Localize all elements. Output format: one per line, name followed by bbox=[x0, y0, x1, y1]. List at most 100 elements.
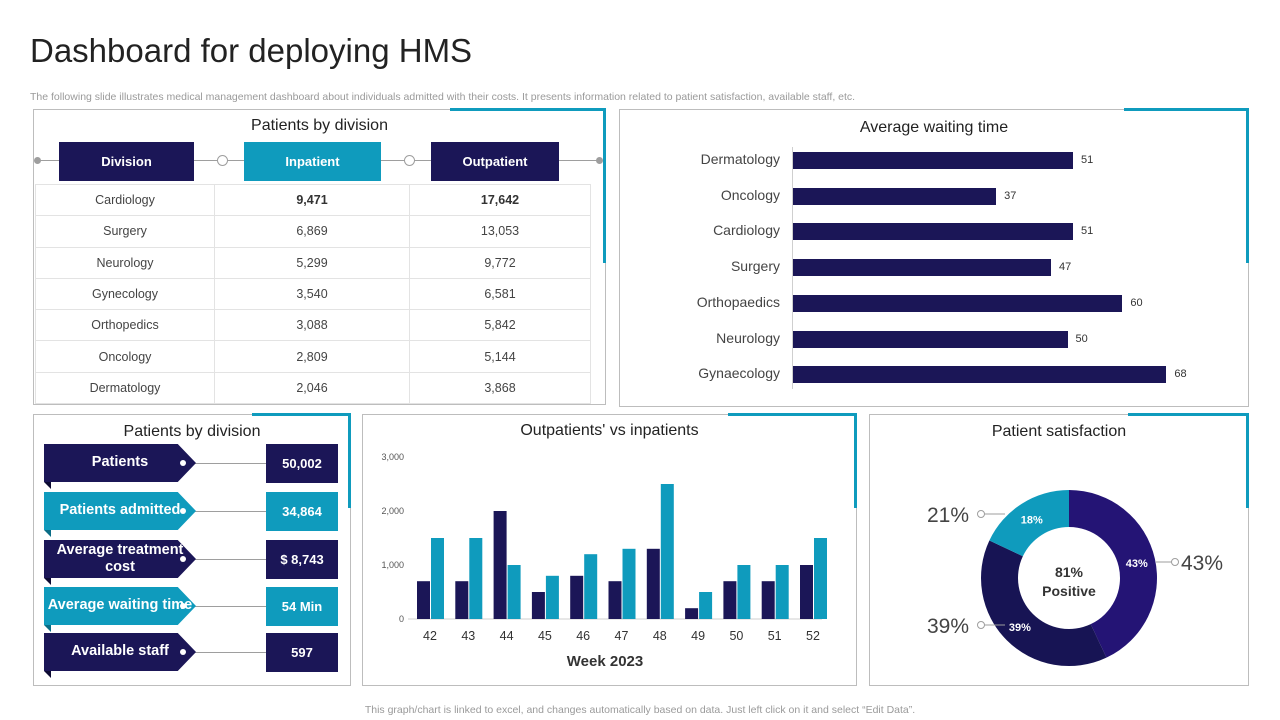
donut-outer-label: 39% bbox=[927, 615, 969, 638]
table-row: Orthopedics 3,088 5,842 bbox=[35, 309, 591, 342]
kpi-connector-line bbox=[185, 606, 266, 607]
donut-center-label: Positive bbox=[1042, 583, 1096, 599]
x-tick-label: 49 bbox=[691, 629, 705, 643]
outpatient-inpatient-bar bbox=[685, 608, 699, 619]
outpatient-inpatient-chart: 3,000 2,000 1,000 0 42 43 44 45 46 47 48 49 50 51 52 We… bbox=[381, 452, 827, 670]
donut-slice bbox=[989, 490, 1069, 557]
inpatient-cell: 3,540 bbox=[214, 277, 410, 311]
header-outpatient: Outpatient bbox=[431, 142, 559, 181]
table-row: Neurology 5,299 9,772 bbox=[35, 246, 591, 279]
kpi-label: Available staff bbox=[44, 633, 196, 671]
x-tick-label: 48 bbox=[653, 629, 667, 643]
division-cell: Orthopedics bbox=[35, 309, 215, 342]
footer-note: This graph/chart is linked to excel, and… bbox=[364, 704, 916, 716]
waiting-time-bar bbox=[793, 223, 1073, 241]
x-tick-label: 43 bbox=[461, 629, 475, 643]
outpatient-cell: 13,053 bbox=[409, 215, 591, 248]
panel-accent bbox=[1124, 108, 1249, 111]
kpi-label: Average waiting time bbox=[44, 587, 196, 625]
connector-ring bbox=[217, 155, 228, 166]
waiting-time-category-label: Gynaecology bbox=[698, 365, 780, 382]
x-tick-label: 47 bbox=[615, 629, 629, 643]
waiting-time-category-label: Neurology bbox=[716, 329, 780, 346]
outpatient-inpatient-bar bbox=[545, 575, 559, 619]
panel-title: Average waiting time bbox=[859, 119, 1009, 136]
donut-outer-label: 21% bbox=[927, 504, 969, 527]
panel-title: Patient satisfaction bbox=[991, 423, 1127, 440]
kpi-connector-line bbox=[185, 463, 266, 464]
kpi-label: Patients admitted bbox=[44, 492, 196, 530]
waiting-time-category-label: Surgery bbox=[730, 258, 780, 275]
header-inpatient: Inpatient bbox=[244, 142, 381, 181]
donut-slice-label: 18% bbox=[1021, 514, 1043, 526]
panel-accent bbox=[1246, 108, 1249, 263]
waiting-time-panel: Average waiting time bbox=[619, 109, 1249, 407]
y-tick-label: 1,000 bbox=[381, 560, 404, 570]
inpatient-cell: 6,869 bbox=[214, 215, 410, 248]
panel-accent bbox=[854, 413, 857, 508]
outpatient-inpatient-bar bbox=[507, 565, 521, 619]
kpi-connector-dot bbox=[180, 508, 186, 514]
y-tick-label: 2,000 bbox=[381, 506, 404, 516]
outpatient-inpatient-bar bbox=[699, 592, 713, 619]
donut-slice bbox=[1069, 490, 1157, 658]
x-tick-label: 51 bbox=[768, 629, 782, 643]
page-subtitle: The following slide illustrates medical … bbox=[30, 91, 856, 103]
donut-center-value: 81% bbox=[1055, 564, 1084, 580]
outpatient-cell: 9,772 bbox=[409, 246, 591, 279]
panel-accent bbox=[348, 413, 351, 508]
panel-title: Outpatients' vs inpatients bbox=[520, 422, 699, 439]
kpi-value: 34,864 bbox=[266, 492, 338, 531]
panel-accent bbox=[603, 108, 606, 263]
header-division: Division bbox=[59, 142, 194, 181]
waiting-time-bar bbox=[793, 366, 1167, 384]
y-tick-label: 3,000 bbox=[381, 452, 404, 462]
kpi-connector-line bbox=[185, 559, 266, 560]
satisfaction-panel: Patient satisfaction bbox=[869, 414, 1249, 686]
outpatient-inpatient-bar bbox=[775, 565, 789, 619]
kpi-value: 50,002 bbox=[266, 444, 338, 483]
satisfaction-donut-chart: 43% 39% 18% 81% Positive 21% 43% 39% bbox=[927, 490, 1223, 666]
kpi-ribbon-fold bbox=[44, 625, 51, 632]
kpi-connector-line bbox=[185, 511, 266, 512]
connector-ring bbox=[404, 155, 415, 166]
outpatient-inpatient-bar bbox=[814, 538, 827, 619]
outpatient-inpatient-panel: Outpatients' vs inpatients bbox=[362, 414, 857, 686]
table-row: Surgery 6,869 13,053 bbox=[35, 215, 591, 248]
outpatient-cell: 17,642 bbox=[409, 183, 591, 217]
table-row: Gynecology 3,540 6,581 bbox=[35, 277, 591, 311]
outpatient-inpatient-bar bbox=[646, 548, 660, 619]
outpatient-inpatient-bar bbox=[660, 484, 674, 619]
waiting-time-value-label: 47 bbox=[1059, 261, 1072, 274]
outpatient-inpatient-bar bbox=[570, 575, 584, 619]
waiting-time-value-label: 51 bbox=[1081, 225, 1094, 238]
outpatient-inpatient-bar bbox=[417, 581, 430, 619]
inpatient-cell: 9,471 bbox=[214, 183, 410, 217]
outpatient-inpatient-bar bbox=[723, 581, 737, 619]
waiting-time-value-label: 51 bbox=[1081, 154, 1094, 166]
waiting-time-value-label: 50 bbox=[1075, 332, 1088, 345]
panel-title: Patients by division bbox=[123, 423, 261, 440]
kpi-connector-dot bbox=[180, 649, 186, 655]
waiting-time-category-label: Orthopaedics bbox=[696, 293, 780, 310]
table-row: Oncology 2,809 5,144 bbox=[35, 340, 591, 373]
kpi-ribbon-fold bbox=[44, 671, 51, 678]
waiting-time-value-label: 68 bbox=[1174, 368, 1187, 381]
waiting-time-value-label: 60 bbox=[1130, 296, 1143, 309]
kpi-value: 597 bbox=[266, 633, 338, 672]
outpatient-inpatient-bar bbox=[800, 565, 813, 619]
kpi-ribbon-fold bbox=[44, 530, 51, 537]
division-cell: Neurology bbox=[35, 246, 215, 279]
kpi-label: Patients bbox=[44, 444, 196, 482]
donut-callout-dot bbox=[977, 510, 985, 518]
division-cell: Cardiology bbox=[35, 183, 215, 217]
waiting-time-bar bbox=[793, 187, 997, 205]
kpi-connector-dot bbox=[180, 460, 186, 466]
inpatient-cell: 2,046 bbox=[214, 371, 410, 405]
division-cell: Surgery bbox=[35, 215, 215, 248]
table-row: Cardiology 9,471 17,642 bbox=[35, 183, 591, 217]
outpatient-cell: 5,842 bbox=[409, 309, 591, 342]
waiting-time-category-label: Dermatology bbox=[700, 151, 780, 167]
outpatient-inpatient-bar bbox=[431, 538, 444, 619]
waiting-time-category-label: Oncology bbox=[720, 186, 780, 203]
